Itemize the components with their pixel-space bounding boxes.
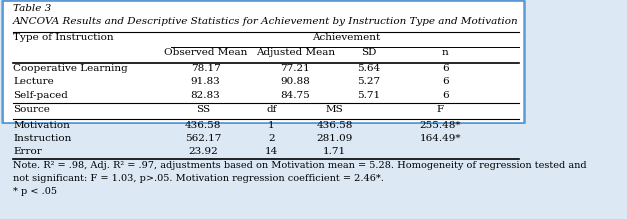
Text: Type of Instruction: Type of Instruction [13,33,114,42]
Text: 23.92: 23.92 [188,147,218,156]
FancyBboxPatch shape [3,1,525,123]
Text: 2: 2 [268,134,275,143]
Text: ANCOVA Results and Descriptive Statistics for Achievement by Instruction Type an: ANCOVA Results and Descriptive Statistic… [13,17,519,26]
Text: SD: SD [361,48,377,57]
Text: 78.17: 78.17 [191,64,221,74]
Text: Observed Mean: Observed Mean [164,48,247,57]
Text: df: df [266,105,277,114]
Text: 6: 6 [442,64,449,74]
Text: 6: 6 [442,78,449,87]
Text: Source: Source [13,105,50,114]
Text: Achievement: Achievement [312,33,381,42]
Text: 436.58: 436.58 [317,121,353,130]
Text: Instruction: Instruction [13,134,71,143]
Text: Error: Error [13,147,42,156]
Text: Cooperative Learning: Cooperative Learning [13,64,128,74]
Text: MS: MS [326,105,344,114]
Text: 84.75: 84.75 [280,90,310,99]
Text: not significant: F = 1.03, p>.05. Motivation regression coefficient = 2.46*.: not significant: F = 1.03, p>.05. Motiva… [13,174,384,183]
Text: Motivation: Motivation [13,121,70,130]
Text: Note. R² = .98, Adj. R² = .97, adjustments based on Motivation mean = 5.28. Homo: Note. R² = .98, Adj. R² = .97, adjustmen… [13,161,587,170]
Text: F: F [436,105,444,114]
Text: 77.21: 77.21 [280,64,310,74]
Text: 90.88: 90.88 [280,78,310,87]
Text: SS: SS [196,105,210,114]
Text: Self-paced: Self-paced [13,90,68,99]
Text: 255.48*: 255.48* [419,121,461,130]
Text: 562.17: 562.17 [185,134,221,143]
Text: 281.09: 281.09 [317,134,353,143]
Text: 14: 14 [265,147,278,156]
Text: 164.49*: 164.49* [419,134,461,143]
Text: Adjusted Mean: Adjusted Mean [256,48,335,57]
Text: 1: 1 [268,121,275,130]
Text: 1.71: 1.71 [323,147,346,156]
Text: 5.64: 5.64 [357,64,381,74]
Text: 5.71: 5.71 [357,90,381,99]
Text: * p < .05: * p < .05 [13,187,57,196]
Text: Lecture: Lecture [13,78,54,87]
Text: 6: 6 [442,90,449,99]
Text: 5.27: 5.27 [357,78,381,87]
Text: n: n [442,48,449,57]
Text: 436.58: 436.58 [185,121,221,130]
Text: Table 3: Table 3 [13,4,51,13]
Text: 82.83: 82.83 [191,90,221,99]
Text: 91.83: 91.83 [191,78,221,87]
